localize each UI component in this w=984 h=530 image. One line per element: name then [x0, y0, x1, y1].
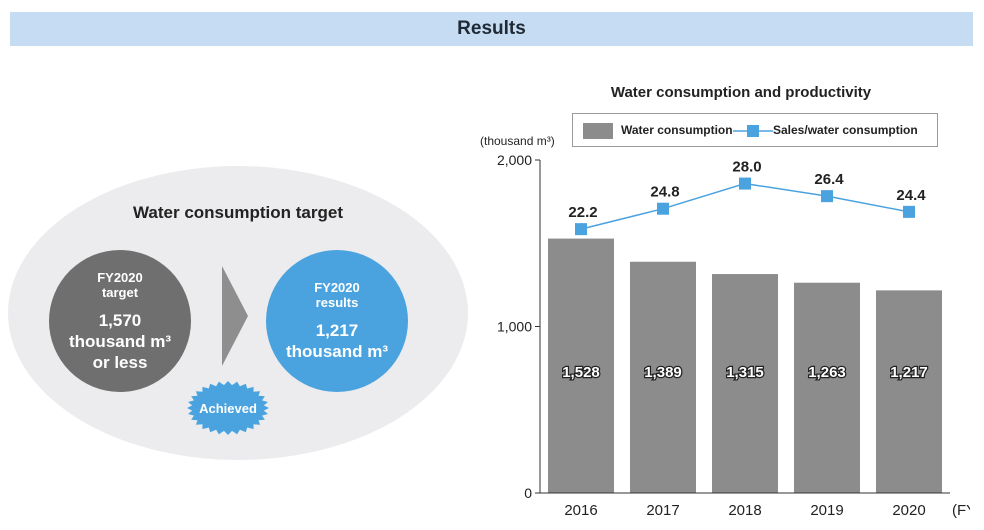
- x-tick-label: 2017: [646, 502, 679, 519]
- legend-line-marker-icon: [733, 125, 773, 137]
- results-banner: Results: [10, 12, 973, 46]
- results-label-line2: results: [315, 295, 359, 310]
- legend-label-sales: Sales/water consumption: [773, 123, 918, 137]
- bar-value-label: 1,389: [644, 364, 682, 381]
- line-series: [580, 182, 910, 230]
- y-tick-label: 1,000: [497, 319, 532, 335]
- y-tick-label: 2,000: [497, 152, 532, 168]
- line-value-label: 24.8: [650, 184, 679, 201]
- fy2020-results-circle: FY2020 results 1,217 thousand m³: [266, 250, 408, 392]
- bar-value-label: 1,263: [808, 364, 846, 381]
- target-label-line2: target: [101, 284, 139, 300]
- banner-title: Results: [457, 18, 526, 39]
- line-value-label: 24.4: [896, 187, 926, 204]
- achieved-badge-text: Achieved: [199, 400, 257, 416]
- target-label-line1: FY2020: [97, 269, 143, 285]
- results-label-line1: FY2020: [314, 280, 360, 295]
- x-tick-label: 2019: [810, 502, 843, 519]
- bar-value-label: 1,315: [726, 364, 764, 381]
- bar: [630, 261, 696, 493]
- fy2020-target-circle: FY2020 target 1,570 thousand m³ or less: [49, 250, 191, 392]
- legend-label-water: Water consumption: [621, 123, 733, 137]
- x-axis-unit: (FY): [952, 502, 970, 519]
- line-marker: [821, 190, 833, 203]
- bar: [794, 282, 860, 493]
- target-value-line2: thousand m³: [69, 331, 171, 351]
- bar: [712, 274, 778, 493]
- legend-bar-swatch: [583, 123, 613, 139]
- bar-value-label: 1,528: [562, 364, 600, 381]
- chart-legend: Water consumption Sales/water consumptio…: [572, 113, 938, 147]
- target-value-line1: 1,570: [98, 310, 142, 330]
- line-value-label: 22.2: [568, 204, 597, 221]
- achieved-badge-icon: [187, 381, 269, 435]
- line-marker: [903, 205, 915, 218]
- x-tick-label: 2018: [728, 502, 761, 519]
- bar: [876, 290, 942, 493]
- x-tick-label: 2016: [564, 502, 597, 519]
- y-tick-label: 0: [524, 485, 532, 501]
- line-marker: [739, 177, 751, 190]
- line-value-label: 28.0: [732, 159, 761, 176]
- chart-title: Water consumption and productivity: [610, 84, 872, 101]
- target-value-line3: or less: [92, 352, 148, 372]
- bar: [548, 238, 614, 493]
- results-value-line1: 1,217: [315, 321, 359, 340]
- bar-value-label: 1,217: [890, 364, 928, 381]
- water-chart: (thousand m³) 0 1,000 2,000 1,528 1,389 1,31…: [480, 134, 970, 519]
- arrow-right-icon: [222, 266, 248, 366]
- line-value-label: 26.4: [814, 171, 844, 188]
- results-value-line2: thousand m³: [286, 342, 388, 361]
- y-axis-label: (thousand m³): [480, 134, 555, 148]
- line-marker: [575, 223, 587, 236]
- line-marker: [657, 202, 669, 215]
- target-title: Water consumption target: [133, 203, 343, 222]
- x-tick-label: 2020: [892, 502, 925, 519]
